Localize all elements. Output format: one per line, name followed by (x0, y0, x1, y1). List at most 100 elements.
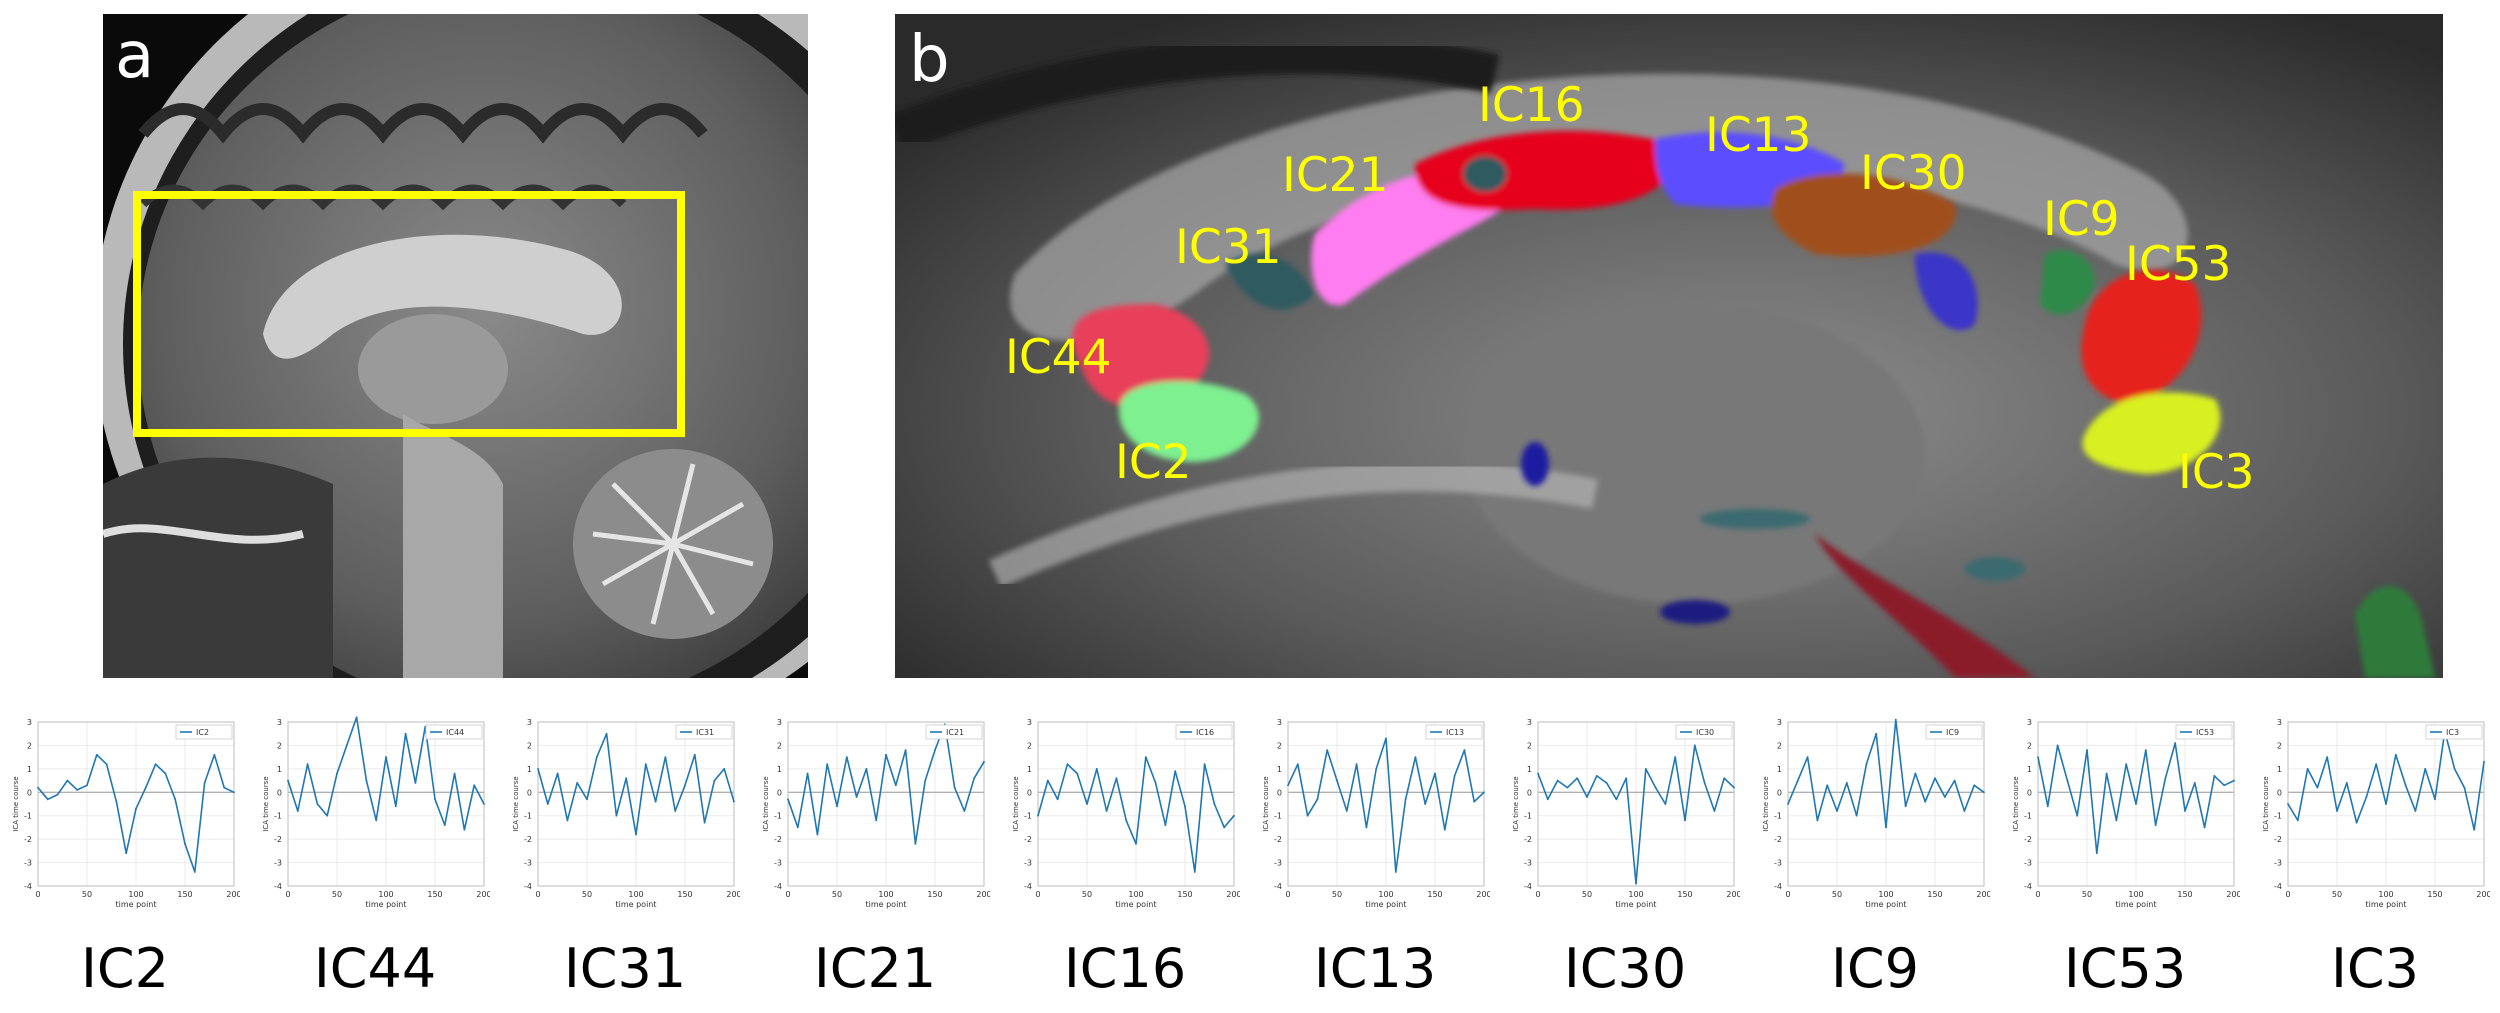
y-tick-label: 2 (2277, 741, 2282, 750)
time-course-row: 3 2 1 0 -1 -2 -3 -4 0 50 100 150 200 time point ICA ti… (0, 712, 2500, 1013)
y-tick-label: 0 (2277, 788, 2282, 797)
x-tick-label: 0 (785, 890, 790, 899)
legend-label: IC31 (696, 728, 714, 737)
data-point (2233, 779, 2235, 782)
data-point (1443, 828, 1446, 831)
data-point (2076, 814, 2079, 817)
plot-frame (537, 721, 735, 887)
time-course-caption: IC13 (1313, 937, 1437, 1000)
data-point (174, 798, 177, 801)
y-tick-label: 1 (1777, 765, 1782, 774)
y-tick-label: 2 (277, 741, 282, 750)
x-tick-label: 200 (726, 890, 740, 899)
data-point (203, 782, 206, 784)
time-course-chart: 3 2 1 0 -1 -2 -3 -4 0 50 100 150 200 time point ICA ti… (1510, 712, 1742, 922)
data-point (1664, 803, 1667, 805)
x-tick-label: 200 (476, 890, 490, 899)
data-point (95, 753, 98, 756)
x-tick-label: 150 (1927, 890, 1942, 899)
data-point (2105, 772, 2108, 775)
data-point (625, 777, 628, 780)
y-tick-label: -1 (1774, 812, 1782, 821)
data-point (86, 784, 88, 787)
data-point (1037, 814, 1039, 817)
data-point (816, 833, 819, 836)
data-point (973, 777, 976, 780)
y-tick-label: -3 (2274, 859, 2282, 868)
y-tick-label: -4 (524, 882, 532, 891)
y-axis-label: ICA time course (12, 776, 20, 831)
plot-frame (1037, 721, 1235, 887)
panel-letter-b: b (909, 23, 950, 97)
data-point (1404, 798, 1407, 801)
data-point (2385, 803, 2387, 805)
data-point (806, 772, 809, 775)
data-point (664, 756, 667, 759)
data-point (1713, 810, 1716, 812)
data-point (1135, 842, 1137, 845)
y-tick-label: 3 (1527, 718, 1532, 727)
y-tick-label: -4 (24, 882, 32, 891)
data-point (345, 744, 348, 747)
time-course-caption: IC31 (563, 937, 687, 1000)
y-tick-label: 1 (1027, 765, 1032, 774)
data-point (1787, 803, 1789, 805)
time-course-caption: IC44 (313, 937, 437, 1000)
data-point (1385, 737, 1387, 740)
y-axis-label: ICA time course (1512, 776, 1520, 831)
y-tick-label: -4 (274, 882, 282, 891)
data-point (223, 786, 226, 789)
y-tick-label: 3 (527, 718, 532, 727)
data-point (904, 749, 907, 752)
data-point (473, 784, 476, 787)
y-tick-label: -1 (524, 812, 532, 821)
data-point (2037, 756, 2039, 759)
data-point (46, 798, 49, 801)
legend-label: IC16 (1196, 728, 1214, 737)
y-axis-label: ICA time course (2012, 776, 2020, 831)
data-point (2066, 779, 2069, 782)
data-point (1233, 814, 1235, 817)
y-tick-label: -4 (2274, 882, 2282, 891)
data-point (1816, 819, 1819, 822)
data-point (693, 753, 696, 756)
x-tick-label: 150 (2427, 890, 2442, 899)
legend-label: IC30 (1696, 728, 1714, 737)
data-point (787, 798, 789, 801)
data-point (1174, 770, 1177, 773)
x-tick-label: 0 (1785, 890, 1790, 899)
x-tick-label: 0 (35, 890, 40, 899)
x-tick-label: 50 (1582, 890, 1592, 899)
data-point (2144, 749, 2147, 752)
x-tick-label: 150 (177, 890, 192, 899)
x-tick-label: 150 (1177, 890, 1192, 899)
x-tick-label: 50 (332, 890, 342, 899)
data-point (2174, 742, 2177, 744)
ic-label-9: IC9 (2043, 192, 2120, 247)
y-tick-label: -3 (524, 859, 532, 868)
y-tick-label: -2 (1024, 835, 1032, 844)
y-tick-label: -2 (1774, 835, 1782, 844)
data-point (2213, 774, 2216, 777)
x-axis-label: time point (1615, 900, 1656, 909)
data-point (1537, 772, 1539, 775)
data-point (2483, 760, 2485, 763)
data-point (1615, 798, 1618, 801)
data-point (1326, 749, 1329, 752)
data-point (336, 772, 338, 775)
data-point (2115, 819, 2118, 822)
data-point (635, 833, 637, 836)
data-point (723, 767, 726, 770)
y-tick-label: -2 (24, 835, 32, 844)
data-point (115, 800, 118, 803)
data-point (2453, 767, 2456, 770)
legend-box (2425, 724, 2483, 740)
x-tick-label: 150 (1677, 890, 1692, 899)
data-point (1556, 779, 1559, 782)
data-point (845, 756, 848, 759)
data-point (2463, 786, 2466, 789)
ic-label-13: IC13 (1705, 108, 1812, 163)
data-point (1316, 798, 1319, 801)
data-point (605, 732, 608, 735)
